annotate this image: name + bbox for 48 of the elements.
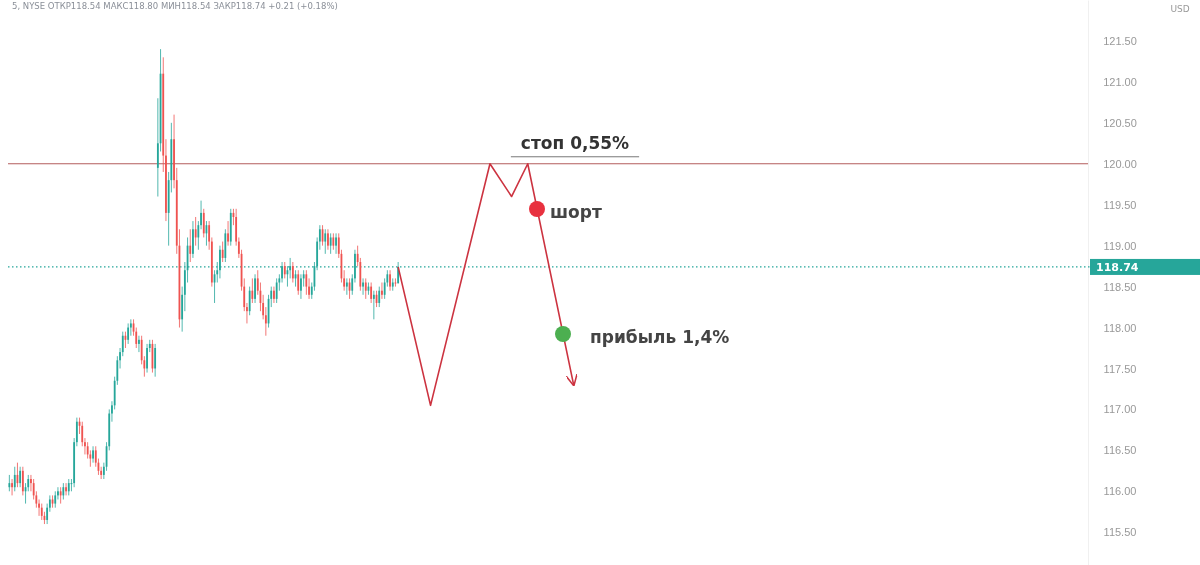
ref-line-label: стоп 0,55%: [520, 132, 630, 153]
annotation: прибыль 1,4%: [590, 327, 730, 347]
candlestick: [8, 474, 11, 492]
y-tick-label: 117.50: [1103, 362, 1137, 375]
y-tick-label: 118.00: [1103, 321, 1137, 334]
candlestick: [138, 335, 140, 353]
candlestick: [254, 273, 256, 304]
candlestick: [362, 278, 364, 296]
y-tick-label: 121.00: [1103, 75, 1137, 88]
candlestick: [389, 269, 391, 292]
candlestick: [291, 261, 294, 283]
candlestick: [194, 216, 197, 247]
y-tick-label: 116.00: [1103, 485, 1137, 498]
candlestick: [305, 269, 308, 296]
candlestick: [65, 482, 67, 496]
candlestick: [227, 220, 229, 247]
candlestick: [59, 486, 62, 504]
candlestick: [300, 273, 302, 300]
y-tick-label: 118.50: [1103, 280, 1137, 293]
y-tick-label: 121.50: [1103, 34, 1137, 47]
candlestick: [335, 232, 337, 255]
candlestick: [92, 445, 94, 464]
candlestick: [146, 343, 148, 373]
y-tick-label: 117.00: [1103, 403, 1137, 416]
y-tick-label: 120.00: [1103, 157, 1137, 170]
y-tick-label: 119.00: [1103, 239, 1137, 252]
candlestick: [11, 478, 13, 496]
candlestick: [324, 228, 327, 255]
candlestick: [221, 241, 224, 263]
candlestick: [127, 323, 130, 345]
y-tick-label: 119.50: [1103, 198, 1137, 211]
candlestick: [381, 282, 383, 300]
candlestick: [192, 220, 194, 259]
y-axis-title: USD: [1170, 4, 1190, 14]
candlestick: [275, 278, 278, 304]
candlestick: [154, 343, 157, 378]
ref-line-label: 118.74: [1096, 261, 1139, 275]
chart-title: 5, NYSE ОТКР118.54 МАКС118.80 МИН118.54 ЗАКР118.74 +0.21 (+0.18%): [12, 1, 338, 11]
candlestick: [13, 466, 16, 492]
y-tick-label: 115.50: [1103, 526, 1137, 539]
candlestick: [297, 269, 300, 296]
candlestick: [219, 245, 221, 279]
candlestick: [273, 286, 275, 304]
candlestick: [327, 228, 329, 251]
y-tick-label: 120.50: [1103, 116, 1137, 129]
y-tick-label: 116.50: [1103, 444, 1137, 457]
annotation: шорт: [550, 202, 602, 222]
candlestick: [19, 466, 22, 488]
